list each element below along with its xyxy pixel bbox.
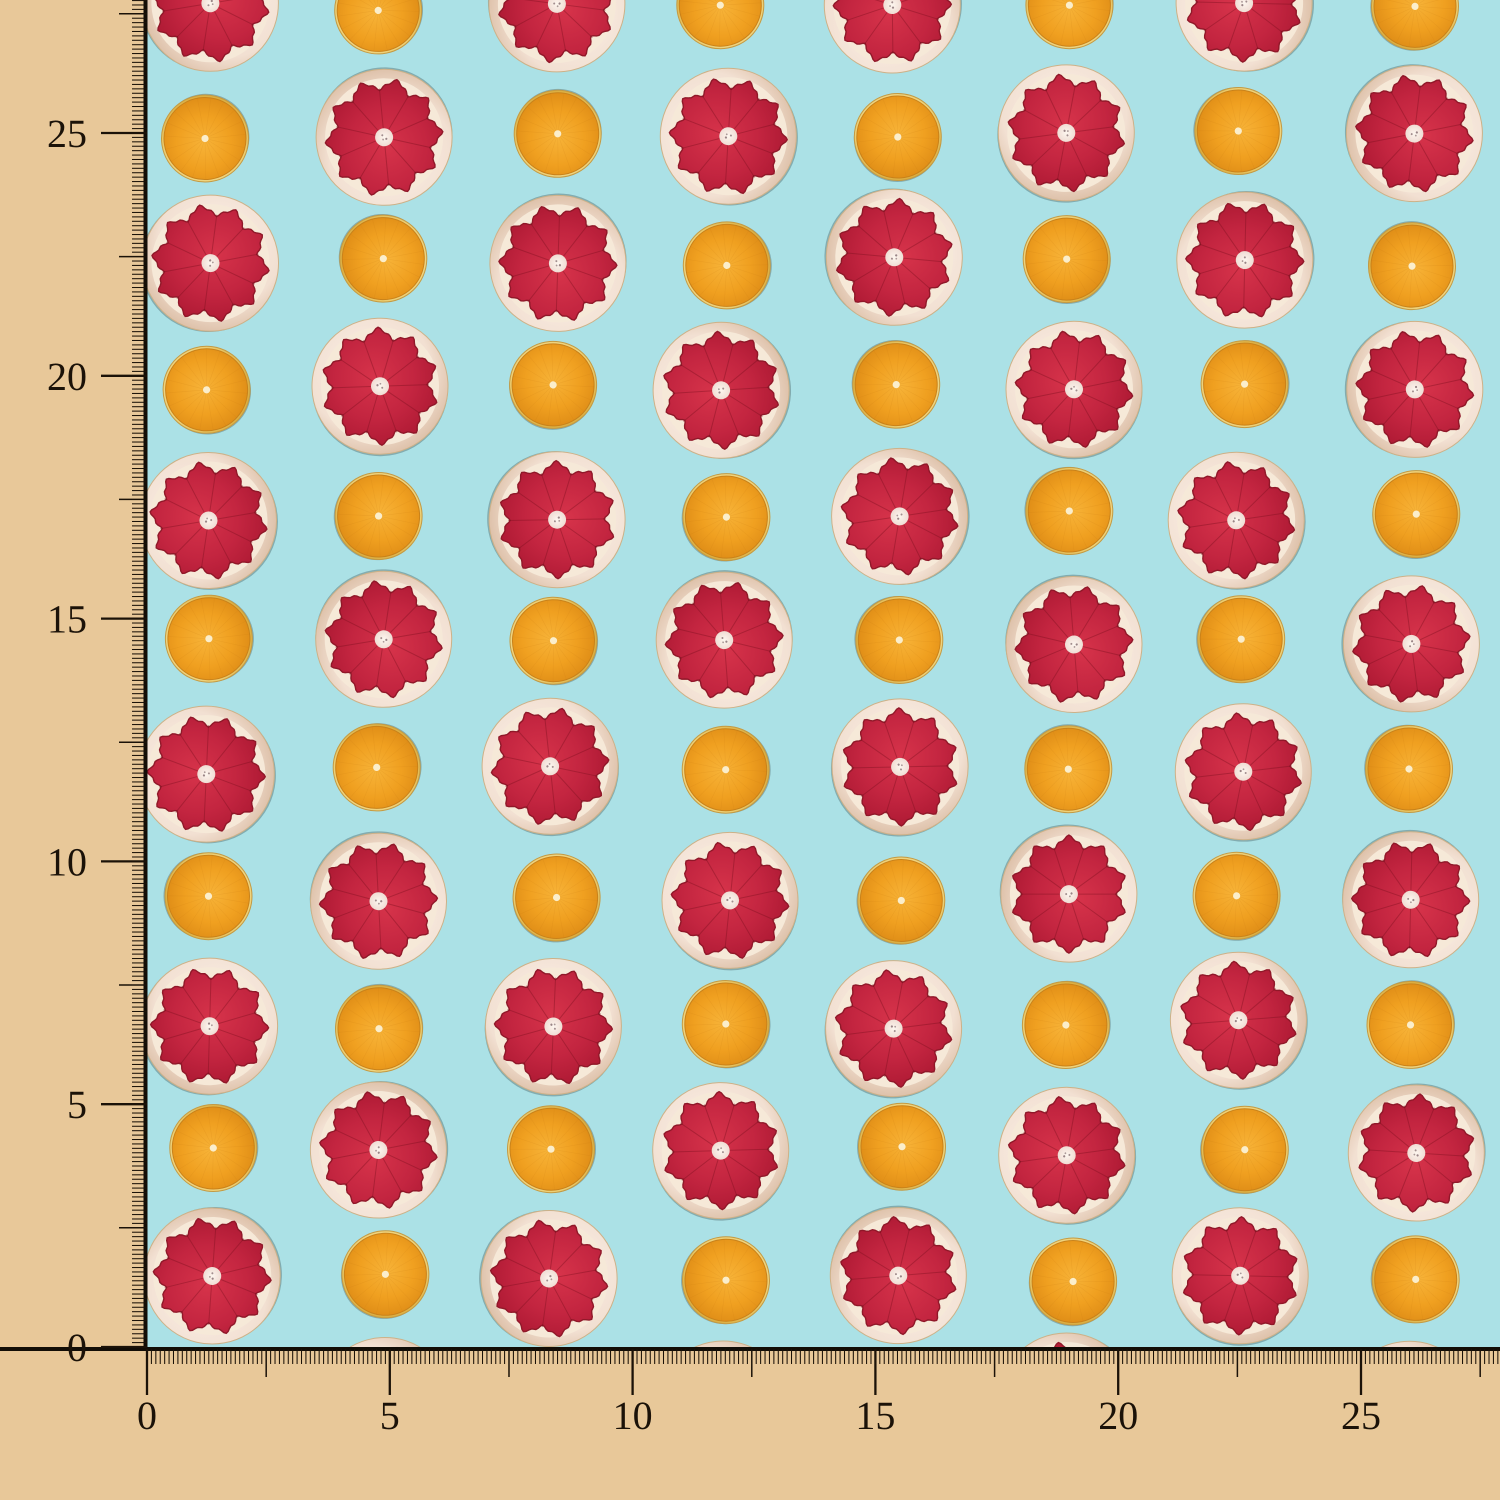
svg-text:0: 0 xyxy=(67,1325,87,1370)
svg-text:15: 15 xyxy=(47,597,87,642)
svg-text:10: 10 xyxy=(47,839,87,884)
svg-text:10: 10 xyxy=(613,1393,653,1438)
svg-text:5: 5 xyxy=(67,1082,87,1127)
svg-text:20: 20 xyxy=(1098,1393,1138,1438)
svg-text:5: 5 xyxy=(380,1393,400,1438)
svg-text:20: 20 xyxy=(47,354,87,399)
svg-text:15: 15 xyxy=(855,1393,895,1438)
svg-text:0: 0 xyxy=(137,1393,157,1438)
svg-text:25: 25 xyxy=(47,111,87,156)
svg-text:25: 25 xyxy=(1341,1393,1381,1438)
